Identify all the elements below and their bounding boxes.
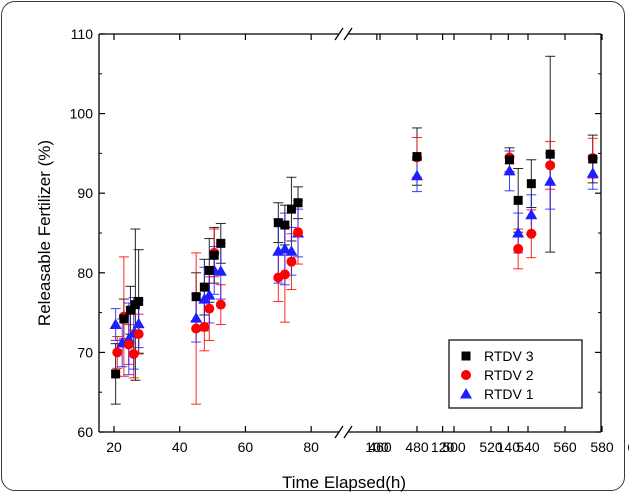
data-point-circle <box>215 299 226 310</box>
data-point-square <box>526 179 536 189</box>
data-point-triangle <box>525 208 538 220</box>
legend-marker <box>461 370 471 380</box>
y-axis-label: Releasable Fertilizer (%) <box>35 140 54 326</box>
data-point-triangle <box>586 167 599 178</box>
x-tick-label: 100 <box>365 439 389 455</box>
y-tick-label: 70 <box>77 344 93 360</box>
data-point-square <box>286 204 296 214</box>
data-point-triangle <box>285 245 298 256</box>
data-point-triangle <box>109 318 122 330</box>
legend-box <box>448 339 583 409</box>
legend: RTDV 3 RTDV 2 RTDV 1 <box>448 339 583 409</box>
data-point-square <box>273 218 283 228</box>
legend-label: RTDV 3 <box>484 348 534 364</box>
y-tick-label: 60 <box>77 424 93 440</box>
x-tick-label: 40 <box>172 439 188 455</box>
x-tick-label: 540 <box>516 439 540 455</box>
data-point-square <box>209 250 219 260</box>
data-point-triangle <box>278 242 291 254</box>
x-tick-label: 520 <box>479 439 503 455</box>
data-point-triangle <box>132 317 145 329</box>
data-point-circle <box>513 243 524 254</box>
data-point-square <box>191 292 201 302</box>
legend-marker <box>461 351 471 361</box>
data-markers <box>109 149 599 379</box>
data-point-triangle <box>203 289 216 300</box>
axis-break-mark <box>334 27 344 41</box>
y-tick-label: 110 <box>71 26 94 42</box>
data-point-circle <box>123 339 134 350</box>
x-tick-label: 60 <box>238 439 254 455</box>
data-point-square <box>125 305 135 315</box>
data-point-circle <box>191 323 202 334</box>
data-point-square <box>216 238 226 248</box>
data-point-triangle <box>512 227 525 238</box>
data-point-circle <box>545 160 556 171</box>
tick-marks: 60 70 80 90 100 110 20 40 60 80 100 120 140 460 480 500… <box>70 26 629 455</box>
data-point-square <box>513 195 523 205</box>
x-tick-label: 460 <box>368 439 392 455</box>
x-tick-label: 560 <box>553 439 577 455</box>
data-point-square <box>119 314 129 324</box>
data-point-circle <box>526 228 537 239</box>
data-point-circle <box>133 329 144 340</box>
data-point-triangle <box>544 175 557 186</box>
x-tick-label: 500 <box>442 439 466 455</box>
data-point-circle <box>204 303 215 314</box>
legend-label: RTDV 1 <box>484 386 534 402</box>
y-tick-label: 90 <box>77 185 93 201</box>
data-point-square <box>505 155 514 165</box>
data-point-circle <box>128 348 139 359</box>
data-point-circle <box>112 347 123 358</box>
data-point-square <box>588 154 598 164</box>
legend-marker <box>460 388 472 399</box>
data-point-square <box>199 282 209 292</box>
legend-label: RTDV 2 <box>484 367 534 383</box>
data-point-square <box>412 152 422 162</box>
data-point-circle <box>199 321 210 332</box>
x-tick-label: 480 <box>405 439 429 455</box>
data-point-square <box>545 149 555 159</box>
x-tick-label: 580 <box>590 439 614 455</box>
data-point-square <box>134 296 144 306</box>
y-tick-label: 100 <box>70 106 94 122</box>
data-point-square <box>293 198 303 208</box>
data-point-circle <box>293 227 304 238</box>
data-point-square <box>280 220 290 230</box>
y-tick-label: 80 <box>77 265 93 281</box>
data-point-triangle <box>190 312 203 323</box>
axis-break-mark <box>343 27 353 41</box>
x-tick-label: 80 <box>303 439 319 455</box>
data-point-triangle <box>503 164 516 176</box>
x-tick-label: 600 <box>627 439 629 455</box>
x-axis-label: Time Elapsed(h) <box>282 473 406 492</box>
x-tick-label: 20 <box>106 439 122 455</box>
data-point-square <box>204 265 214 275</box>
data-point-circle <box>286 256 297 267</box>
axis-break-mark <box>334 425 344 439</box>
data-point-circle <box>279 269 290 280</box>
data-point-triangle <box>411 169 423 181</box>
x-tick-label: 140 <box>497 439 521 455</box>
data-point-square <box>111 369 121 379</box>
axis-break-mark <box>343 425 353 439</box>
data-point-triangle <box>214 265 227 276</box>
x-tick-label: 120 <box>431 439 455 455</box>
